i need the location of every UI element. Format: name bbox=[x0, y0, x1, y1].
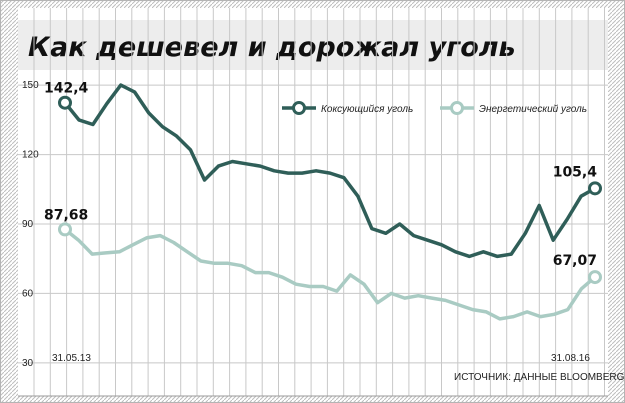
series-energy: 87,68 67,07 bbox=[44, 207, 602, 321]
end-point-energy bbox=[588, 270, 602, 285]
start-value-label-coking: 142,4 bbox=[44, 81, 89, 97]
series-line-energy bbox=[63, 227, 597, 321]
y-tick-label-90: 90 bbox=[22, 219, 34, 230]
legend-marker-energy bbox=[450, 101, 464, 115]
legend-item-energy: Энергетический уголь bbox=[440, 101, 587, 115]
x-start-label: 31.05.13 bbox=[52, 353, 91, 364]
start-value-label-energy: 87,68 bbox=[44, 207, 88, 223]
legend-marker-coking bbox=[292, 101, 306, 115]
end-value-label-energy: 67,07 bbox=[553, 253, 597, 269]
start-point-coking bbox=[58, 95, 72, 110]
y-tick-label-30: 30 bbox=[22, 358, 34, 369]
y-tick-label-120: 120 bbox=[22, 150, 39, 161]
y-axis-ticks: 30 60 90 120 150 bbox=[22, 80, 39, 369]
legend-label-energy: Энергетический уголь bbox=[479, 104, 587, 115]
title-band bbox=[18, 20, 608, 70]
y-tick-label-60: 60 bbox=[22, 288, 34, 299]
legend: Коксующийся уголь Энергетический уголь bbox=[282, 101, 587, 115]
legend-item-coking: Коксующийся уголь bbox=[282, 101, 413, 115]
series-line-coking bbox=[63, 83, 597, 259]
end-point-coking bbox=[588, 181, 602, 196]
series-coking: 142,4 105,4 bbox=[44, 81, 602, 259]
end-value-label-coking: 105,4 bbox=[553, 164, 598, 180]
chart-title: Как дешевел и дорожал уголь bbox=[28, 32, 516, 63]
x-end-label: 31.08.16 bbox=[551, 353, 590, 364]
start-point-energy bbox=[58, 222, 72, 237]
grid bbox=[18, 8, 608, 397]
series-layer: 87,68 67,07 142,4 105,4 bbox=[44, 81, 602, 321]
plot-background bbox=[18, 8, 608, 396]
legend-label-coking: Коксующийся уголь bbox=[321, 104, 413, 115]
y-tick-label-150: 150 bbox=[22, 80, 39, 91]
source-note: ИСТОЧНИК: ДАННЫЕ BLOOMBERG bbox=[454, 372, 625, 383]
